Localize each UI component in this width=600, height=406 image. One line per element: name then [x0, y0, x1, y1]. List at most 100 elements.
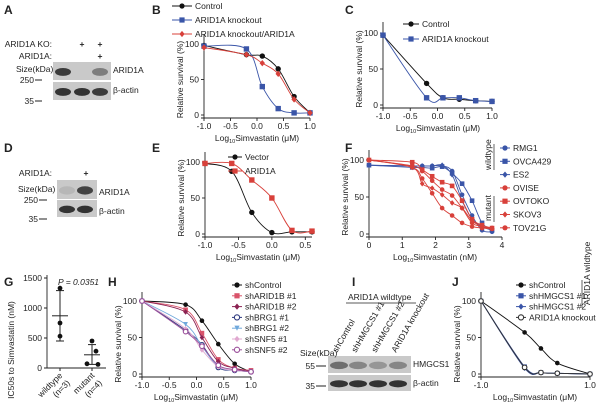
x-tick-label: -0.5 [162, 380, 177, 390]
group-label-mutant: mutant [483, 194, 493, 221]
data-point [216, 341, 221, 347]
data-point [183, 322, 188, 327]
data-point [440, 95, 446, 101]
x-tick-label: 0.0 [251, 121, 263, 131]
series-line [368, 159, 493, 229]
data-point [232, 168, 238, 174]
data-point [201, 44, 207, 51]
data-point [429, 163, 435, 169]
western-blot-A [53, 62, 111, 100]
series-line [141, 300, 252, 373]
chart-panel-F: 0 50 100 0 1 2 3 4 Log10Simvastatin (nM) Relative… [340, 139, 552, 264]
series-arid1a-knockout: ARID1A knockout [380, 32, 495, 105]
x-tick-label: -0.5 [231, 240, 246, 250]
data-point [229, 160, 235, 167]
data-point [234, 335, 240, 343]
y-tick-label: 100 [350, 155, 364, 165]
data-point [183, 302, 188, 307]
protein-band [349, 361, 367, 370]
y-axis-label: Relative survival (%) [340, 158, 350, 236]
series-line [382, 34, 493, 103]
marker-35: 35 [29, 214, 39, 224]
data-point [555, 360, 560, 366]
size-label: Size(kDa) [300, 348, 337, 358]
y-tick-label: 100 [364, 28, 378, 38]
data-point [469, 198, 475, 203]
data-point [408, 36, 414, 42]
data-point [502, 145, 508, 151]
data-point [459, 198, 465, 203]
y-tick-label: 500 [28, 333, 42, 343]
data-point [234, 293, 240, 299]
protein-band [59, 186, 75, 195]
x-label-sub: 10 [168, 398, 174, 404]
data-point [275, 70, 281, 78]
panel-letter: H [108, 275, 117, 289]
data-point [380, 32, 386, 38]
data-point [234, 282, 240, 288]
band-label: β-actin [413, 378, 439, 388]
axis-lines [201, 34, 310, 119]
data-point [259, 59, 265, 67]
p-value: P = 0.0351 [58, 277, 99, 287]
legend-label: shARID1B #1 [245, 291, 297, 301]
series-vector: Vector [202, 152, 315, 236]
panel-letter: I [352, 275, 355, 289]
x-label-main: Simvastatin (μM) [416, 123, 480, 133]
data-point [269, 229, 275, 236]
x-tick-label: 2 [433, 240, 438, 250]
series-tov21g: TOV21G [366, 157, 546, 233]
data-point [84, 361, 90, 367]
data-point [199, 343, 205, 350]
y-tick-label: 0 [195, 229, 200, 239]
y-tick-label: 100 [185, 39, 199, 49]
legend-label: SKOV3 [513, 210, 542, 220]
y-axis-label: Relative survival (%) [452, 305, 462, 383]
legend-label: shControl [245, 280, 281, 290]
data-point [449, 200, 455, 206]
panel-letter: B [152, 3, 161, 17]
y-tick-label: 50 [467, 333, 477, 343]
data-point [93, 348, 99, 354]
data-point [231, 366, 238, 373]
y-tick-label: 100 [123, 296, 137, 306]
data-point [479, 225, 485, 231]
x-label-sub: 10 [407, 258, 413, 264]
x-label-main: Simvastatin (μM) [174, 392, 238, 402]
x-tick-label: 0.5 [299, 240, 311, 250]
series-line [368, 164, 493, 231]
y-tick-label: 50 [128, 333, 138, 343]
data-point [215, 362, 222, 369]
x-tick-label: -1.0 [197, 121, 212, 131]
legend-label: ARID1A knockout [529, 312, 596, 322]
series-shhmgcs1-2: shHMGCS1 #2 [478, 298, 593, 377]
y-axis-label: IC50s to Simvastatin (nM) [6, 301, 16, 399]
data-point [439, 187, 445, 192]
data-point [234, 303, 240, 310]
series-line [368, 159, 493, 230]
legend-label: OVISE [513, 183, 539, 193]
data-point [179, 3, 185, 9]
x-axis-label: Log10Simvastatin (μM) [154, 392, 238, 404]
data-point [456, 95, 462, 101]
plus-mark: + [98, 39, 103, 49]
y-axis-label: Relative survival (%) [176, 159, 186, 237]
group-label: ARID1A wildtype [582, 241, 592, 305]
marker-250: 250 [24, 195, 38, 205]
axis-lines [139, 292, 251, 378]
x-tick-label: 0.0 [191, 380, 203, 390]
data-point [275, 66, 281, 72]
data-point [249, 177, 255, 183]
data-point [502, 171, 508, 178]
data-point [259, 83, 265, 90]
band-label: ARID1A [113, 65, 144, 75]
protein-band [389, 380, 407, 388]
data-point [472, 97, 479, 104]
x-label-sub: 10 [230, 258, 236, 264]
y-tick-label: 0 [373, 100, 378, 110]
x-tick-label: 0.5 [459, 111, 471, 121]
data-point [248, 368, 254, 375]
axis-lines [478, 292, 590, 378]
panel-letter: J [452, 275, 459, 289]
y-tick-label: 0 [471, 369, 476, 379]
